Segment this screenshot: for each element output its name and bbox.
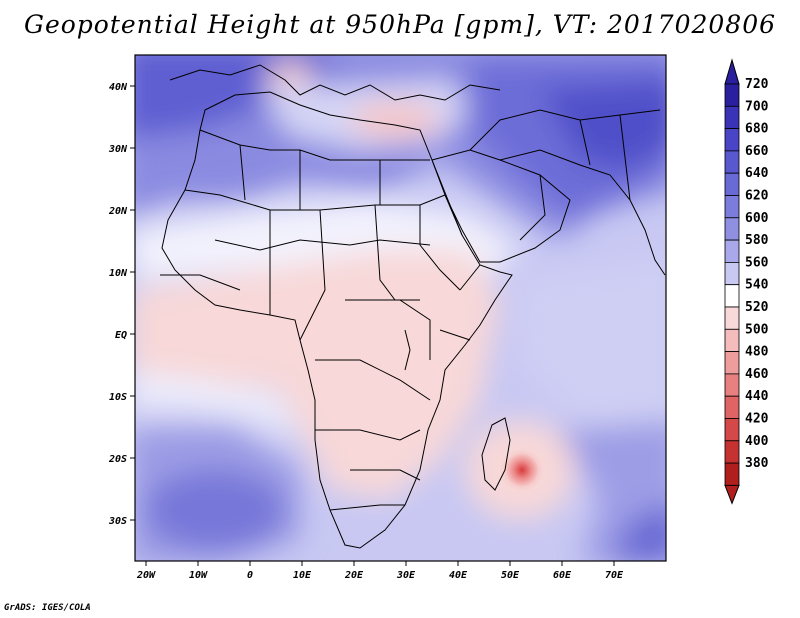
colorbar-label: 520 [745,300,769,315]
colorbar-swatch [724,351,740,375]
colorbar-label: 720 [745,77,769,92]
colorbar: 720 700 680 660 640 620 600 580 560 540 520 500 480 4… [724,58,769,505]
coastlines [160,64,666,549]
colorbar-label: 400 [745,434,769,449]
colorbar-swatch [724,195,740,219]
map-frame [134,54,667,562]
colorbar-label: 560 [745,255,769,270]
lat-label: 10N [109,268,128,279]
colorbar-swatch [724,284,740,308]
lat-axis: 40N 30N 20N 10N EQ 10S 20S 30S [108,82,135,527]
lon-label: 50E [501,570,520,581]
colorbar-label: 620 [745,189,769,204]
colorbar-swatch [724,172,740,196]
lon-label: 20E [344,570,364,581]
lat-label: 30N [108,144,128,155]
lon-label: 0 [247,570,253,581]
colorbar-label: 600 [745,211,769,226]
credit-label: GrADS: IGES/COLA [4,603,91,613]
colorbar-swatch [724,418,740,442]
colorbar-swatch [724,128,740,152]
colorbar-label: 700 [745,99,769,114]
colorbar-label: 420 [745,412,769,427]
colorbar-label: 440 [745,389,769,404]
colorbar-swatch [724,261,740,286]
colorbar-label: 660 [745,144,769,159]
colorbar-label: 680 [745,122,769,137]
lon-label: 20W [136,570,156,581]
lon-label: 40E [449,570,468,581]
lat-label: 10S [109,392,127,403]
colorbar-label: 460 [745,367,769,382]
colorbar-swatch [724,150,740,174]
colorbar-swatch [724,105,740,130]
lon-label: 60E [553,570,572,581]
colorbar-bottom-arrow [724,484,740,505]
colorbar-swatch [724,328,740,352]
colorbar-swatch [724,306,740,330]
height-field [135,55,666,561]
colorbar-label: 500 [745,322,769,337]
colorbar-top-arrow [724,58,740,85]
colorbar-label: 540 [745,278,769,293]
colorbar-swatch [724,83,740,107]
colorbar-swatch [724,462,740,486]
colorbar-swatch [724,373,740,397]
lon-label: 30E [396,570,416,581]
colorbar-swatch [724,395,740,419]
colorbar-label: 640 [745,166,769,181]
lat-label: EQ [115,330,127,341]
colorbar-label: 580 [745,233,769,248]
lat-label: 20S [108,454,127,465]
lon-label: 10E [293,570,312,581]
colorbar-swatch [724,440,740,464]
lat-label: 40N [109,82,128,93]
lon-axis: 20W 10W 0 10E 20E 30E 40E 50E 60E 70E [136,561,624,581]
colorbar-label: 480 [745,345,769,360]
map-title: Geopotential Height at 950hPa [gpm], VT:… [23,10,777,39]
colorbar-label: 380 [745,456,769,471]
colorbar-swatch [724,239,740,263]
colorbar-swatch [724,217,740,241]
lat-label: 20N [108,206,128,217]
lat-label: 30S [108,516,127,527]
lon-label: 70E [605,570,624,581]
lon-label: 10W [189,570,208,581]
